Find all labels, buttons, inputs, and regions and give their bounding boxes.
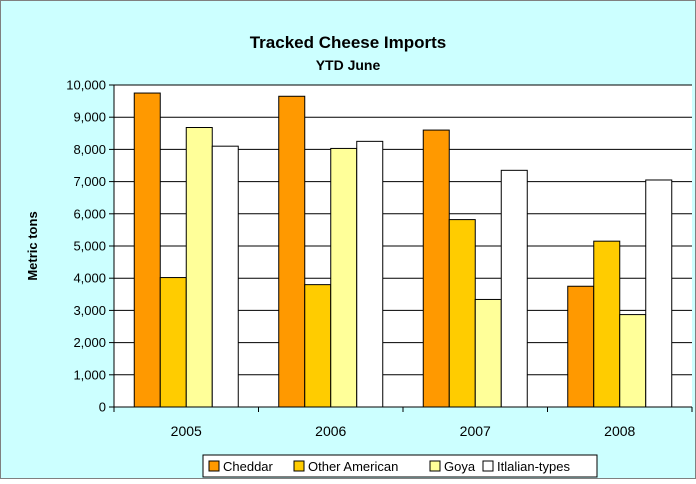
y-tick-label: 0 bbox=[99, 400, 106, 415]
bar-other-american-2007 bbox=[448, 219, 476, 408]
chart-title: Tracked Cheese Imports bbox=[250, 33, 447, 52]
x-tick-label: 2007 bbox=[460, 423, 491, 439]
bar-cheddar-2008 bbox=[567, 285, 595, 408]
bar-goya-2007 bbox=[474, 298, 502, 408]
bar-cheddar-2007 bbox=[422, 129, 450, 408]
legend: Cheddar Other American Goya Itlalian-types bbox=[202, 454, 598, 478]
bar-itlalian-types-2007 bbox=[500, 169, 528, 408]
x-tick-labels: 2005 2006 2007 2008 bbox=[171, 423, 636, 439]
bar-itlalian-types-2006 bbox=[356, 140, 384, 408]
y-tick-label: 4,000 bbox=[73, 271, 106, 286]
chart-subtitle: YTD June bbox=[316, 57, 381, 73]
legend-label: Itlalian-types bbox=[497, 459, 570, 474]
bar-other-american-2006 bbox=[304, 284, 332, 408]
y-tick-label: 3,000 bbox=[73, 303, 106, 318]
bar-other-american-2008 bbox=[593, 240, 621, 408]
y-tick-label: 9,000 bbox=[73, 110, 106, 125]
legend-swatch bbox=[208, 460, 220, 472]
bars bbox=[133, 92, 673, 408]
y-tick-label: 1,000 bbox=[73, 367, 106, 382]
x-tick-label: 2006 bbox=[315, 423, 346, 439]
y-tick-label: 10,000 bbox=[66, 78, 106, 93]
bar-cheddar-2006 bbox=[278, 95, 306, 408]
legend-label: Goya bbox=[444, 459, 476, 474]
y-tick-label: 7,000 bbox=[73, 174, 106, 189]
legend-label: Cheddar bbox=[223, 459, 274, 474]
x-tick-label: 2005 bbox=[171, 423, 202, 439]
y-tick-label: 6,000 bbox=[73, 206, 106, 221]
legend-swatch bbox=[429, 460, 441, 472]
legend-swatch bbox=[293, 460, 305, 472]
bar-goya-2005 bbox=[185, 127, 213, 408]
y-tick-label: 2,000 bbox=[73, 335, 106, 350]
y-tick-label: 5,000 bbox=[73, 239, 106, 254]
legend-swatch bbox=[482, 460, 494, 472]
y-axis-label: Metric tons bbox=[25, 211, 40, 280]
bar-cheddar-2005 bbox=[133, 92, 161, 408]
y-tick-label: 8,000 bbox=[73, 142, 106, 157]
legend-label: Other American bbox=[308, 459, 398, 474]
axes bbox=[109, 84, 693, 412]
bar-other-american-2005 bbox=[159, 277, 187, 408]
bar-goya-2008 bbox=[619, 314, 647, 408]
x-tick-label: 2008 bbox=[604, 423, 635, 439]
bar-goya-2006 bbox=[330, 147, 358, 408]
bar-itlalian-types-2005 bbox=[211, 145, 239, 408]
y-tick-labels: 0 1,000 2,000 3,000 4,000 5,000 6,000 7,000 8,00… bbox=[66, 78, 106, 415]
bar-itlalian-types-2008 bbox=[645, 179, 673, 408]
